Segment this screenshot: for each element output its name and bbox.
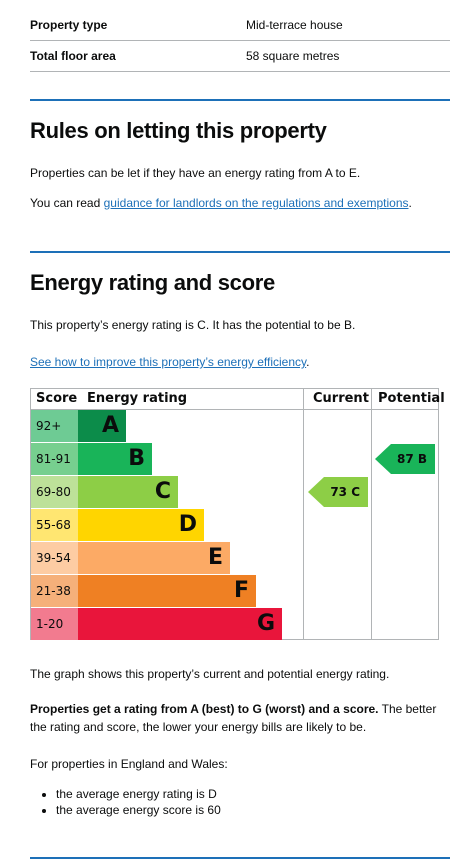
header-energy-rating: Energy rating	[87, 391, 188, 406]
guidance-suffix: .	[408, 196, 412, 210]
header-current: Current	[313, 391, 369, 406]
improve-link[interactable]: See how to improve this property’s energ…	[30, 355, 307, 369]
graph-note: The graph shows this property’s current …	[30, 667, 390, 681]
band-score-g: 1-20	[31, 608, 78, 640]
rating-scale-paragraph: Properties get a rating from A (best) to…	[30, 700, 442, 736]
rating-scale-rest: The better the rating and score, the low…	[30, 702, 437, 734]
rules-heading: Rules on letting this property	[30, 118, 327, 143]
band-letter: C	[154, 479, 171, 504]
band-bar-a: A	[78, 410, 126, 442]
summary-value: 58 square metres	[246, 49, 340, 63]
improve-suffix: .	[306, 355, 310, 369]
band-score-b: 81-91	[31, 443, 78, 475]
potential-rating-arrow-label: 87 B	[396, 452, 427, 466]
chart-header-divider	[31, 409, 438, 410]
section-divider	[30, 857, 450, 859]
guidance-link[interactable]: guidance for landlords on the regulation…	[103, 196, 409, 210]
band-letter: A	[101, 413, 119, 438]
rating-scale-bold: Properties get a rating from A (best) to…	[30, 702, 379, 716]
improve-paragraph: See how to improve this property’s energ…	[30, 353, 442, 371]
potential-rating-arrow: 87 B	[375, 444, 435, 474]
band-bar-g: G	[78, 608, 282, 640]
summary-key: Total floor area	[30, 49, 116, 63]
average-intro: For properties in England and Wales:	[30, 757, 228, 771]
list-item: the average energy rating is D	[56, 786, 221, 802]
chart-column-divider	[303, 389, 304, 639]
band-letter: G	[256, 611, 275, 636]
band-score-a: 92+	[31, 410, 78, 442]
summary-row-property-type: Property type Mid-terrace house	[30, 10, 450, 41]
band-letter: F	[233, 578, 249, 603]
current-rating-arrow: 73 C	[308, 477, 368, 507]
band-score-f: 21-38	[31, 575, 78, 607]
list-item: the average energy score is 60	[56, 802, 221, 818]
band-letter: E	[207, 545, 223, 570]
property-summary: Property type Mid-terrace house Total fl…	[30, 10, 450, 72]
summary-key: Property type	[30, 18, 108, 32]
rules-paragraph: Properties can be let if they have an en…	[30, 166, 361, 180]
header-potential: Potential	[378, 391, 445, 406]
band-bar-d: D	[78, 509, 204, 541]
energy-rating-chart: Score Energy rating Current Potential 92…	[30, 388, 445, 640]
band-score-c: 69-80	[31, 476, 78, 508]
band-letter: D	[178, 512, 197, 537]
band-bar-b: B	[78, 443, 152, 475]
band-bar-e: E	[78, 542, 230, 574]
band-bar-c: C	[78, 476, 178, 508]
energy-intro: This property’s energy rating is C. It h…	[30, 318, 356, 332]
band-letter: B	[128, 446, 145, 471]
band-score-d: 55-68	[31, 509, 78, 541]
header-score: Score	[36, 391, 78, 406]
summary-value: Mid-terrace house	[246, 18, 343, 32]
chart-column-divider	[371, 389, 372, 639]
summary-row-floor-area: Total floor area 58 square metres	[30, 41, 450, 72]
band-score-e: 39-54	[31, 542, 78, 574]
section-divider	[30, 251, 450, 253]
average-list: the average energy rating is D the avera…	[56, 786, 221, 818]
guidance-paragraph: You can read guidance for landlords on t…	[30, 194, 442, 212]
band-bar-f: F	[78, 575, 256, 607]
section-divider	[30, 99, 450, 101]
guidance-prefix: You can read	[30, 196, 104, 210]
current-rating-arrow-label: 73 C	[330, 485, 360, 499]
energy-heading: Energy rating and score	[30, 270, 275, 295]
